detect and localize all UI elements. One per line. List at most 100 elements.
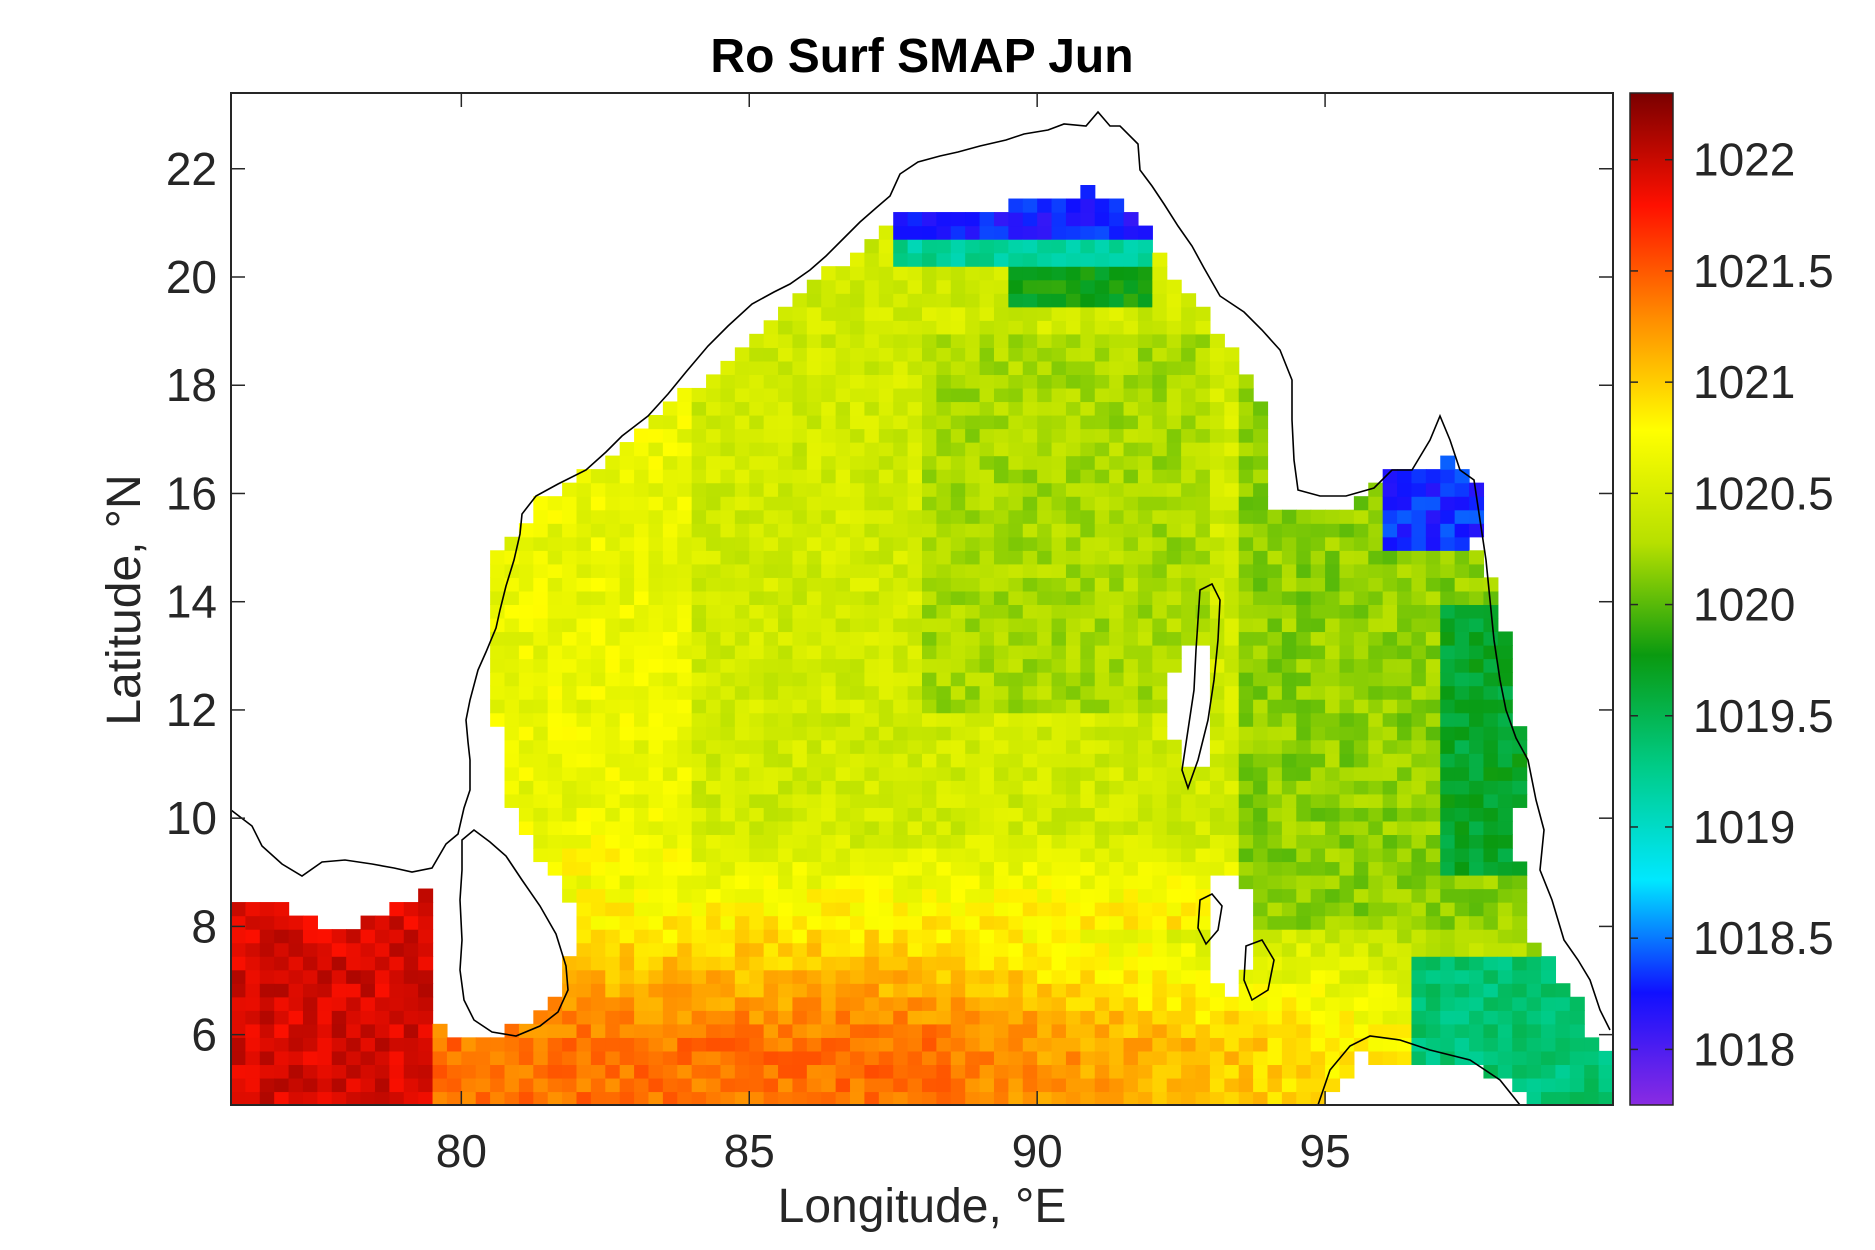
heatmap-cell — [562, 590, 578, 606]
heatmap-cell — [1065, 658, 1081, 673]
heatmap-cell — [1541, 1050, 1557, 1066]
sumatra-coastline — [1317, 1035, 1521, 1105]
heatmap-cell — [893, 793, 909, 808]
heatmap-cell — [1310, 996, 1326, 1011]
heatmap-cell — [1123, 604, 1139, 619]
heatmap-cell — [1310, 509, 1326, 524]
heatmap-cell — [346, 956, 362, 971]
heatmap-cell — [1382, 482, 1398, 497]
heatmap-cell — [1123, 1037, 1139, 1052]
heatmap-cell — [360, 929, 376, 944]
heatmap-cell — [792, 820, 808, 836]
heatmap-cell — [1037, 1050, 1053, 1066]
heatmap-cell — [504, 672, 520, 687]
heatmap-cell — [662, 577, 678, 592]
heatmap-cell — [835, 347, 851, 362]
heatmap-cell — [1109, 320, 1125, 335]
heatmap-cell — [662, 631, 678, 646]
heatmap-cell — [1310, 766, 1326, 781]
heatmap-cell — [1051, 1050, 1067, 1066]
heatmap-cell — [1267, 726, 1283, 741]
heatmap-cell — [634, 861, 650, 876]
heatmap-cell — [389, 969, 405, 984]
heatmap-cell — [1008, 875, 1024, 890]
heatmap-cell — [821, 1023, 837, 1038]
heatmap-cell — [907, 225, 923, 240]
heatmap-cell — [1152, 1091, 1168, 1105]
heatmap-cell — [1137, 536, 1153, 551]
heatmap-cell — [922, 617, 937, 633]
heatmap-cell — [1181, 563, 1197, 578]
heatmap-cell — [864, 428, 880, 443]
heatmap-cell — [806, 293, 822, 308]
heatmap-cell — [979, 915, 995, 930]
heatmap-cell — [1425, 753, 1441, 768]
heatmap-cell — [1325, 969, 1341, 984]
heatmap-cell — [331, 1064, 347, 1079]
heatmap-cell — [403, 1091, 419, 1105]
heatmap-cell — [878, 996, 894, 1011]
heatmap-cell — [1541, 1091, 1557, 1105]
heatmap-cell — [1109, 726, 1125, 741]
heatmap-cell — [806, 415, 822, 430]
heatmap-cell — [1080, 604, 1096, 619]
heatmap-cell — [1152, 252, 1168, 267]
heatmap-cell — [907, 766, 923, 781]
heatmap-cell — [1166, 415, 1182, 430]
heatmap-cell — [706, 875, 722, 890]
heatmap-cell — [302, 915, 318, 930]
heatmap-cell — [1512, 780, 1528, 795]
heatmap-cell — [993, 793, 1009, 808]
heatmap-cell — [950, 279, 966, 294]
heatmap-cell — [504, 645, 520, 660]
heatmap-cell — [821, 590, 837, 606]
heatmap-cell — [1022, 1091, 1038, 1105]
heatmap-cell — [979, 631, 995, 646]
heatmap-cell — [1094, 956, 1110, 971]
heatmap-cell — [1512, 739, 1528, 754]
heatmap-cell — [677, 996, 693, 1011]
heatmap-cell — [907, 617, 923, 633]
heatmap-cell — [893, 347, 909, 362]
heatmap-cell — [1123, 942, 1139, 957]
heatmap-cell — [965, 252, 981, 267]
heatmap-cell — [907, 1091, 923, 1105]
heatmap-cell — [1224, 726, 1240, 741]
heatmap-cell — [1022, 293, 1038, 308]
heatmap-cell — [418, 1064, 434, 1079]
heatmap-cell — [1080, 428, 1096, 443]
heatmap-cell — [950, 442, 966, 457]
heatmap-cell — [1353, 861, 1369, 876]
heatmap-cell — [1497, 902, 1513, 917]
heatmap-cell — [590, 617, 606, 633]
heatmap-cell — [1310, 523, 1326, 538]
heatmap-cell — [1224, 1023, 1240, 1038]
heatmap-cell — [1137, 442, 1153, 457]
heatmap-cell — [864, 333, 880, 348]
heatmap-cell — [749, 861, 765, 876]
heatmap-cell — [1065, 956, 1081, 971]
heatmap-cell — [749, 469, 765, 484]
heatmap-cell — [806, 1037, 822, 1052]
heatmap-cell — [634, 712, 650, 727]
heatmap-cell — [1382, 780, 1398, 795]
heatmap-cell — [922, 212, 937, 227]
heatmap-cell — [1152, 523, 1168, 538]
heatmap-cell — [778, 1077, 794, 1093]
heatmap-cell — [979, 360, 995, 376]
heatmap-cell — [518, 563, 534, 578]
heatmap-cell — [1382, 617, 1398, 633]
heatmap-cell — [648, 861, 664, 876]
heatmap-cell — [547, 1050, 563, 1066]
heatmap-cell — [619, 672, 635, 687]
heatmap-cell — [1440, 753, 1456, 768]
heatmap-cell — [1008, 617, 1024, 633]
heatmap-cell — [1310, 969, 1326, 984]
heatmap-cell — [1094, 536, 1110, 551]
heatmap-cell — [1224, 631, 1240, 646]
heatmap-cell — [1109, 847, 1125, 863]
heatmap-cell — [806, 983, 822, 998]
heatmap-cell — [864, 442, 880, 457]
heatmap-cell — [1339, 807, 1355, 822]
heatmap-cell — [1109, 1023, 1125, 1038]
